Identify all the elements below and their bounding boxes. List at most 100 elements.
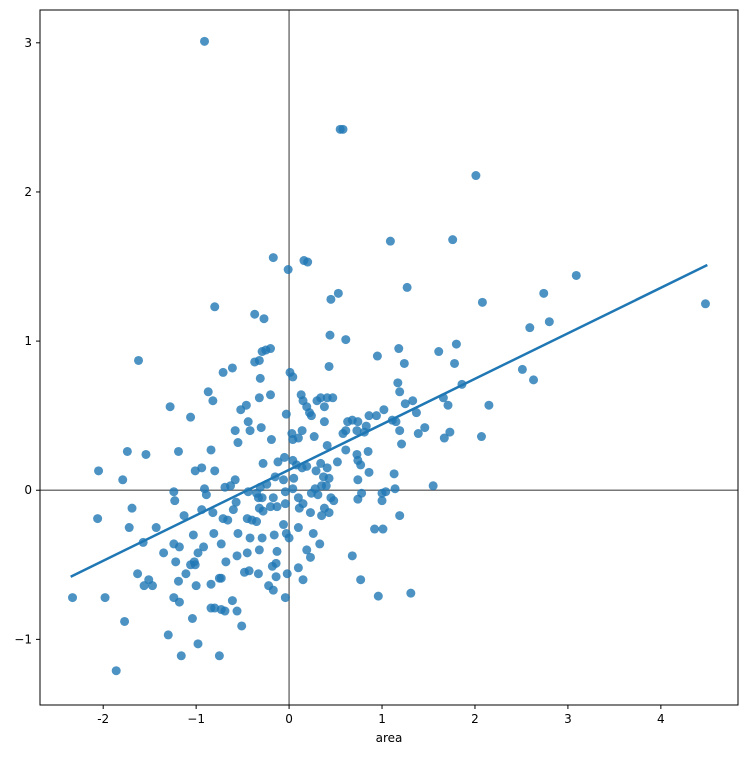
point (402, 282, 412, 292)
point (316, 458, 326, 468)
point (232, 551, 242, 561)
y-tick-label: −1 (14, 632, 32, 646)
point (322, 440, 332, 450)
point (173, 446, 183, 456)
point (176, 651, 186, 661)
point (147, 581, 157, 591)
point (525, 323, 535, 333)
point (389, 469, 399, 479)
point (373, 591, 383, 601)
point (250, 309, 260, 319)
x-axis-label: area (376, 731, 403, 745)
point (265, 502, 275, 512)
x-tick-label: -2 (97, 712, 109, 726)
point (193, 639, 203, 649)
point (322, 463, 332, 473)
point (394, 344, 404, 354)
point (271, 558, 281, 568)
point (218, 367, 228, 377)
point (191, 581, 201, 591)
point (220, 606, 230, 616)
point (159, 548, 169, 558)
y-tick-label: 2 (24, 185, 32, 199)
point (200, 36, 210, 46)
point (268, 585, 278, 595)
point (288, 484, 298, 494)
x-tick-label: 3 (564, 712, 572, 726)
point (379, 405, 389, 415)
point (321, 481, 331, 491)
point (484, 400, 494, 410)
y-tick-label: 0 (24, 483, 32, 497)
x-tick-label: 1 (378, 712, 386, 726)
point (284, 533, 294, 543)
point (127, 503, 137, 513)
point (283, 265, 293, 275)
point (450, 358, 460, 368)
point (253, 569, 263, 579)
point (306, 411, 316, 421)
point (324, 361, 334, 371)
point (372, 351, 382, 361)
point (193, 548, 203, 558)
point (254, 393, 264, 403)
point (280, 593, 290, 603)
point (377, 488, 387, 498)
point (227, 596, 237, 606)
point (232, 606, 242, 616)
point (208, 396, 218, 406)
point (206, 603, 216, 613)
point (245, 533, 255, 543)
point (571, 270, 581, 280)
point (261, 345, 271, 355)
point (163, 630, 173, 640)
point (315, 539, 325, 549)
point (364, 467, 374, 477)
point (170, 496, 180, 506)
point (539, 288, 549, 298)
point (451, 339, 461, 349)
point (317, 511, 327, 521)
point (214, 573, 224, 583)
point (341, 445, 351, 455)
point (256, 423, 266, 433)
x-tick-label: 4 (657, 712, 665, 726)
point (288, 372, 298, 382)
point (208, 508, 218, 518)
point (179, 511, 189, 521)
point (293, 523, 303, 533)
point (341, 335, 351, 345)
point (305, 552, 315, 562)
point (390, 484, 400, 494)
point (190, 560, 200, 570)
point (280, 487, 290, 497)
point (400, 399, 410, 409)
plot-frame (39, 9, 739, 706)
point (228, 505, 238, 515)
point (448, 235, 458, 245)
point (186, 412, 196, 422)
point (700, 299, 710, 309)
point (206, 579, 216, 589)
point (188, 530, 198, 540)
regression-line (70, 263, 708, 578)
point (230, 426, 240, 436)
point (544, 317, 554, 327)
point (233, 438, 243, 448)
point (477, 297, 487, 307)
point (268, 253, 278, 263)
point (279, 520, 289, 530)
point (293, 563, 303, 573)
point (94, 466, 104, 476)
point (258, 458, 268, 468)
point (233, 528, 243, 538)
point (324, 473, 334, 483)
point (201, 490, 211, 500)
point (171, 557, 181, 567)
point (257, 533, 267, 543)
point (169, 487, 179, 497)
x-tick-label: −1 (187, 712, 205, 726)
point (309, 432, 319, 442)
point (93, 514, 103, 524)
point (271, 572, 281, 582)
